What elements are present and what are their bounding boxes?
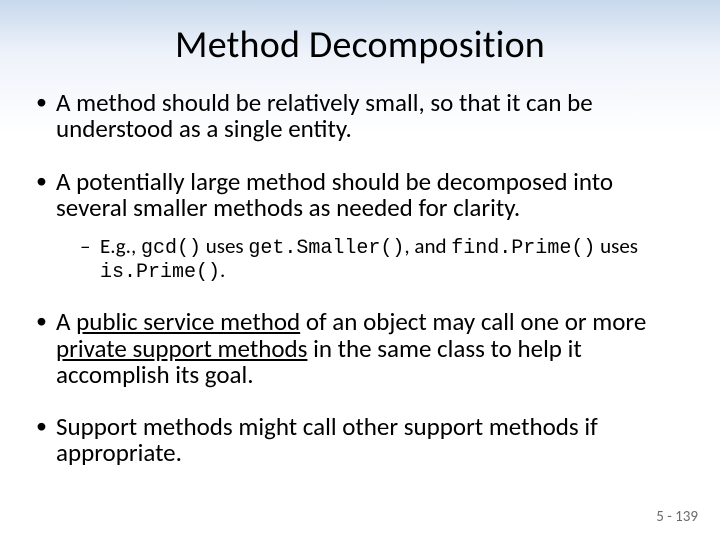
sub-suffix: . — [220, 257, 225, 283]
bullet-4: Support methods might call other support… — [34, 414, 686, 467]
bullet-list: A method should be relatively small, so … — [34, 90, 686, 467]
bullet-2-text: A potentially large method should be dec… — [56, 166, 613, 223]
sub-bullet-list: E.g., gcd() uses get.Smaller(), and find… — [56, 235, 686, 283]
sub-mid1: uses — [201, 233, 248, 259]
sub-bullet-1: E.g., gcd() uses get.Smaller(), and find… — [80, 235, 686, 283]
bullet-1: A method should be relatively small, so … — [34, 90, 686, 143]
slide: Method Decomposition A method should be … — [0, 0, 720, 540]
bullet-2: A potentially large method should be dec… — [34, 169, 686, 284]
bullet-3: A public service method of an object may… — [34, 309, 686, 388]
slide-title: Method Decomposition — [34, 22, 686, 68]
sub-mid3: uses — [595, 233, 638, 259]
page-number: 5 - 139 — [656, 508, 698, 526]
code-isprime: is.Prime() — [100, 261, 220, 284]
code-getsmaller: get.Smaller() — [248, 237, 404, 260]
code-gcd: gcd() — [141, 237, 201, 260]
sub-prefix: E.g., — [100, 233, 141, 259]
code-findprime: find.Prime() — [451, 237, 595, 260]
sub-mid2: , and — [404, 233, 451, 259]
